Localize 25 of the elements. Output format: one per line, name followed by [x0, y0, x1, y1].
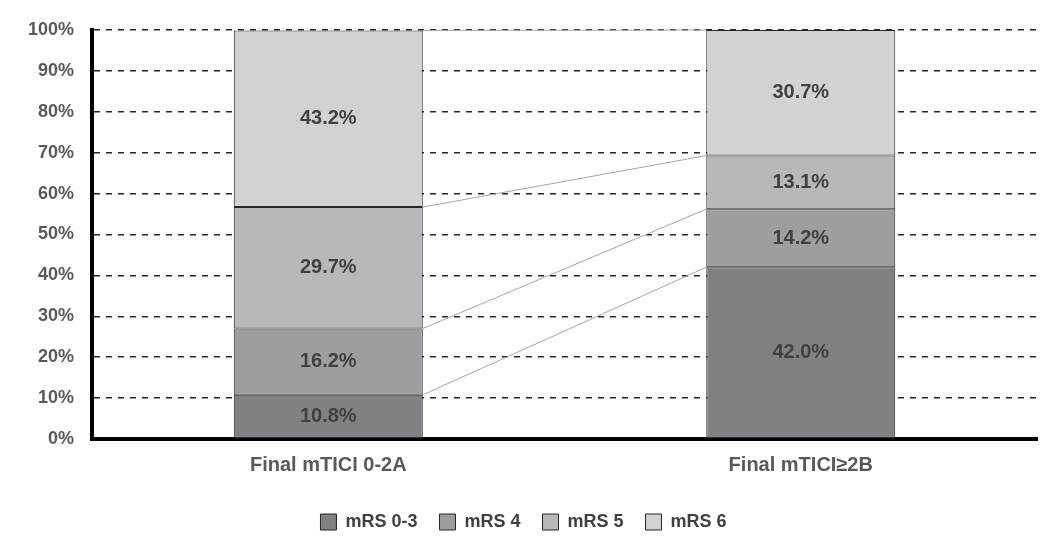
data-label: 16.2%	[299, 349, 357, 372]
y-tick-label: 10%	[38, 387, 75, 408]
data-label: 42.0%	[772, 340, 830, 363]
y-tick-label: 100%	[27, 18, 75, 39]
y-tick-label: 0%	[48, 427, 75, 448]
legend-label: mRS 6	[670, 510, 727, 531]
data-label: 29.7%	[299, 255, 357, 278]
legend-label: mRS 5	[567, 510, 624, 531]
data-label: 43.2%	[299, 106, 357, 129]
y-tick-label: 30%	[38, 305, 75, 326]
data-label: 30.7%	[772, 80, 830, 103]
y-tick-label: 60%	[38, 182, 75, 203]
data-label: 14.2%	[772, 225, 830, 248]
legend-label: mRS 0-3	[345, 510, 418, 531]
legend-label: mRS 4	[464, 510, 521, 531]
y-tick-label: 70%	[38, 141, 75, 162]
x-tick-label: Final mTICI≥2B	[728, 452, 873, 475]
data-label: 13.1%	[772, 169, 830, 192]
x-tick-label: Final mTICI 0-2A	[249, 452, 407, 475]
y-tick-label: 20%	[38, 346, 75, 367]
y-tick-label: 40%	[38, 264, 75, 285]
y-tick-label: 90%	[38, 59, 75, 80]
y-tick-label: 80%	[38, 100, 75, 121]
data-label: 10.8%	[299, 404, 357, 427]
y-tick-label: 50%	[38, 223, 75, 244]
